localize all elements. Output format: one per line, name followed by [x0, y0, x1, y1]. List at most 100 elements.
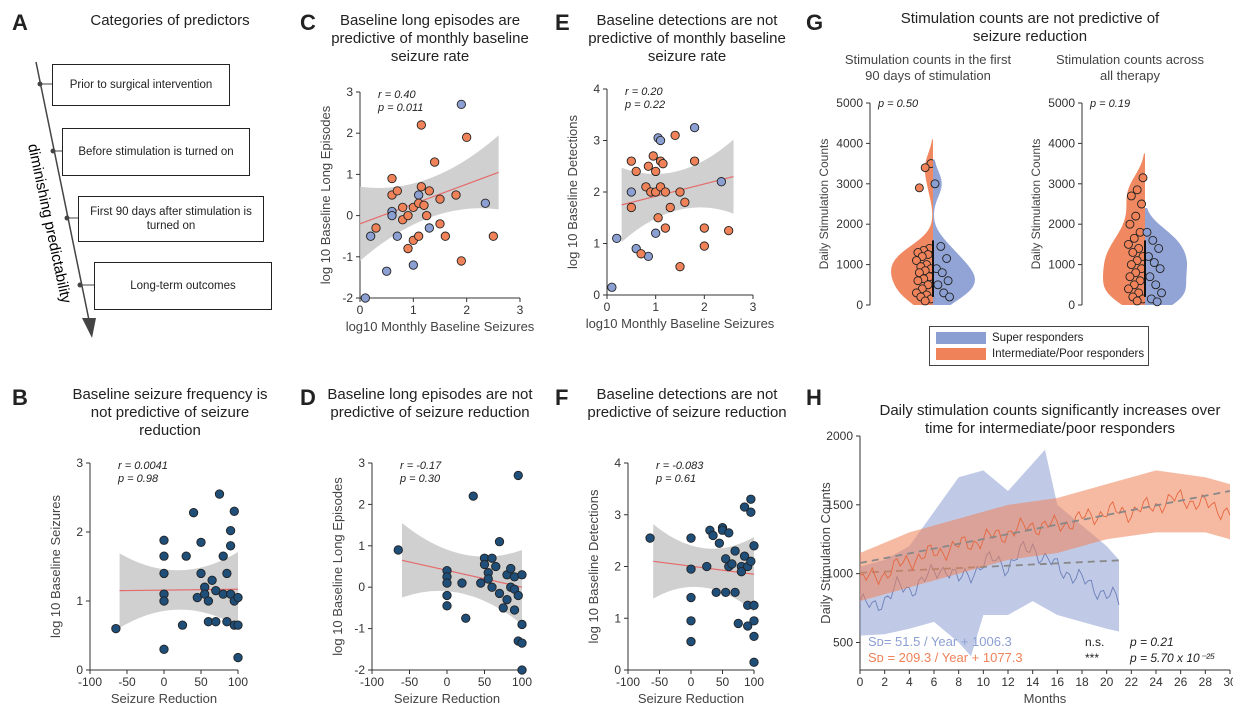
chart-b-point-0-21 [218, 551, 228, 561]
chart-d-y-tick-label-1: -1 [354, 622, 365, 636]
panel-letter-c: C [300, 10, 316, 35]
chart-e-point-1-0 [626, 156, 636, 166]
chart-f-point-0-13 [721, 554, 731, 564]
chart-b-point-0-0 [111, 623, 121, 634]
chart-c-point-0-4 [387, 210, 397, 221]
legend-item-super: Super responders [936, 331, 1083, 345]
chart-b-x-tick-label-3: 50 [194, 675, 208, 689]
chart-d-y-tick-label-3: 1 [358, 539, 365, 553]
chart-g2-point-1-2 [1154, 243, 1164, 253]
chart-g1-point-1-1 [936, 241, 946, 251]
chart-g2-point-0-16 [1125, 272, 1135, 282]
chart-b-x-axis-label: Seizure Reduction [111, 691, 217, 706]
chart-f-stat-1: p = 0.61 [655, 473, 696, 485]
panel-g-subtitle-1: Stimulation counts in the first 90 days … [844, 52, 1012, 83]
chart-c-x-axis-label: log10 Monthly Baseline Seizures [346, 319, 535, 334]
chart-h-inter-significance: *** [1085, 651, 1099, 665]
panel-letter-a: A [12, 10, 28, 35]
chart-d-x-tick-label-1: -50 [401, 675, 419, 689]
panel-a-arrow: diminishing predictability [24, 61, 96, 338]
chart-e-point-0-8 [689, 122, 700, 133]
chart-f-y-tick-label-2: 2 [614, 560, 621, 574]
chart-g2-y-tick-label-5: 5000 [1048, 96, 1075, 110]
panel-c-title: Baseline long episodes are predictive of… [331, 12, 529, 65]
chart-f-x-tick-label-1: -50 [651, 675, 669, 689]
chart-h-x-tick-label-9: 18 [1075, 675, 1089, 689]
chart-g2-point-1-8 [1157, 288, 1166, 298]
panel-a-title: Categories of predictors [90, 12, 250, 29]
chart-g1-point-0-8 [912, 256, 921, 266]
chart-h-y-axis-label: Daily Stimulation Counts [818, 482, 833, 624]
chart-g2-point-1-0 [1142, 227, 1152, 237]
chart-h-fit-line-1 [859, 490, 1231, 564]
chart-h-x-tick-label-12: 24 [1149, 675, 1163, 689]
chart-e-point-1-8 [651, 166, 661, 177]
chart-b-point-0-18 [211, 586, 221, 596]
chart-f-point-0-1 [686, 533, 696, 543]
chart-c-point-1-17 [430, 157, 440, 167]
chart-c-x-tick-label-2: 2 [463, 303, 470, 317]
chart-b-point-0-26 [225, 541, 236, 551]
category-label-1: Prior to surgical intervention [69, 79, 213, 91]
chart-e-y-tick-label-1: 1 [593, 237, 600, 251]
chart-g2-point-1-1 [1148, 235, 1158, 245]
category-box-2: Before stimulation is turned on [62, 128, 250, 176]
chart-g2-point-1-5 [1155, 264, 1165, 274]
chart-e-point-1-1 [626, 202, 636, 213]
chart-d-x-axis-label: Seizure Reduction [394, 691, 500, 706]
chart-g2-y-axis-label: Daily Stimulation Counts [1029, 139, 1043, 270]
chart-f-point-0-5 [686, 636, 696, 647]
chart-f-point-0-28 [746, 494, 756, 504]
chart-h-x-tick-label-15: 30 [1223, 675, 1233, 689]
chart-g1-y-tick-label-2: 2000 [836, 217, 863, 231]
chart-b-point-0-10 [192, 592, 202, 603]
chart-d-y-tick-label-0: -2 [354, 663, 365, 677]
chart-h-x-tick-label-6: 12 [1001, 675, 1015, 689]
chart-f-point-0-9 [711, 587, 721, 598]
chart-d-fit-line [401, 559, 523, 588]
chart-d-point-0-30 [517, 570, 527, 580]
chart-e-y-axis-label: log 10 Baseline Detections [565, 115, 580, 269]
chart-d-point-0-26 [509, 605, 520, 615]
chart-e-point-0-0 [607, 282, 617, 292]
chart-f-point-0-17 [727, 559, 737, 569]
chart-f-point-0-4 [686, 616, 696, 626]
chart-h-super-p: p = 0.21 [1129, 635, 1174, 649]
chart-c-point-1-21 [456, 256, 466, 266]
chart-h-y-tick-label-1: 1000 [826, 567, 853, 581]
chart-d-y-tick-label-2: 0 [358, 580, 365, 594]
chart-b-point-0-25 [225, 525, 236, 536]
chart-d-point-0-29 [513, 590, 523, 601]
chart-f-point-0-27 [743, 621, 753, 631]
chart-g2-y-tick-label-2: 2000 [1048, 217, 1075, 231]
chart-h-x-tick-label-0: 0 [857, 675, 864, 689]
chart-b-point-0-12 [196, 568, 206, 579]
panel-b-title: Baseline seizure frequency is not predic… [72, 386, 268, 439]
chart-g1-point-1-8 [945, 292, 954, 302]
chart-c-y-tick-label-0: -2 [342, 291, 353, 305]
panel-letter-b: B [12, 385, 28, 410]
chart-d-point-0-11 [479, 559, 490, 570]
chart-c-point-1-24 [451, 190, 461, 200]
chart-d-x-tick-label-2: 0 [444, 675, 451, 689]
chart-c-point-1-18 [435, 194, 445, 204]
chart-b-x-tick-label-1: -50 [118, 675, 136, 689]
chart-c-x-tick-label-0: 0 [357, 303, 364, 317]
chart-b-point-0-20 [214, 489, 225, 499]
chart-c-point-1-22 [462, 132, 472, 142]
chart-g1-y-tick-label-0: 0 [856, 298, 863, 312]
chart-d-point-0-13 [483, 574, 493, 584]
chart-e-point-0-1 [612, 233, 622, 244]
legend-swatch-inter [936, 348, 986, 360]
chart-c-stat-0: r = 0.40 [378, 89, 416, 101]
chart-e-point-0-5 [651, 228, 661, 238]
chart-g1-y-tick-label-1: 1000 [836, 258, 863, 272]
chart-g1: 0 1000 2000 3000 4000 5000 Daily Stimulation C… [817, 96, 975, 312]
chart-c-point-0-8 [424, 223, 434, 233]
chart-h-x-tick-label-5: 10 [977, 675, 991, 689]
chart-c-y-tick-label-3: 1 [346, 167, 353, 181]
chart-e-point-1-7 [648, 151, 658, 161]
chart-c-stat-1: p = 0.011 [377, 102, 423, 114]
chart-c-point-1-0 [371, 223, 381, 233]
